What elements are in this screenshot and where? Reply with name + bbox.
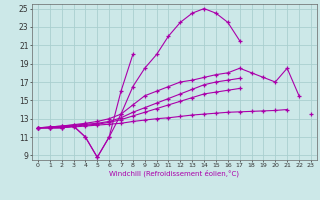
X-axis label: Windchill (Refroidissement éolien,°C): Windchill (Refroidissement éolien,°C) <box>109 170 239 177</box>
